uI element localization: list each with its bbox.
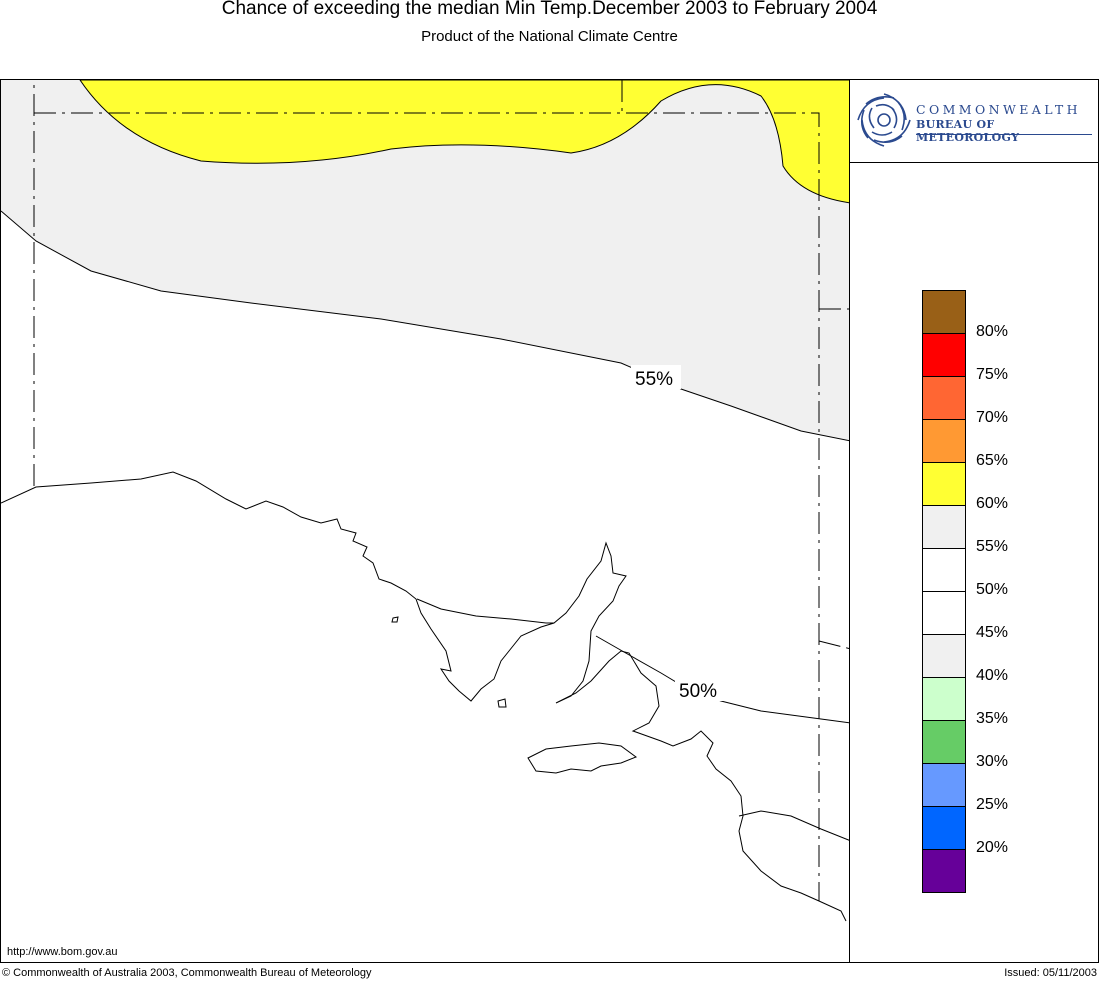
url-text: http://www.bom.gov.au [7, 946, 118, 958]
small-island [497, 698, 507, 708]
coastline-spencer [416, 598, 554, 624]
legend-swatch [922, 333, 966, 377]
legend-swatch [922, 849, 966, 893]
copyright-text: © Commonwealth of Australia 2003, Common… [2, 967, 372, 979]
legend-swatch [922, 591, 966, 635]
legend-label: 50% [976, 581, 1009, 598]
legend-label: 45% [976, 624, 1009, 641]
legend-swatch [922, 462, 966, 506]
legend-label: 60% [976, 495, 1009, 512]
legend-label: 30% [976, 753, 1009, 770]
map-svg: 55% 50% [1, 80, 849, 922]
logo-text-bureau: BUREAU OF METEOROLOGY [916, 118, 1020, 144]
legend-swatch [922, 505, 966, 549]
band-55-60 [1, 80, 849, 441]
legend-swatch [922, 290, 966, 334]
coastline [1, 471, 847, 922]
logo-rule [916, 134, 1092, 135]
bom-swirl-icon [857, 93, 911, 147]
legend-label: 80% [976, 323, 1009, 340]
logo-text-commonwealth: COMMONWEALTH [916, 102, 1081, 117]
contour-55 [1, 210, 849, 442]
legend-label: 40% [976, 667, 1009, 684]
legend-label: 65% [976, 452, 1009, 469]
chart-title: Chance of exceeding the median Min Temp.… [221, 0, 878, 19]
chart-subtitle: Product of the National Climate Centre [421, 28, 678, 45]
issued-date: Issued: 05/11/2003 [1004, 967, 1097, 979]
legend-swatch [922, 419, 966, 463]
legend-label: 25% [976, 796, 1009, 813]
side-panel: COMMONWEALTH BUREAU OF METEOROLOGY [850, 79, 1099, 963]
legend-swatch [922, 548, 966, 592]
legend-label: 35% [976, 710, 1009, 727]
legend-label: 20% [976, 839, 1009, 856]
legend-swatch [922, 376, 966, 420]
map-panel: 55% 50% [0, 79, 850, 963]
legend-colorbar [922, 290, 966, 893]
band-60-65 [79, 80, 849, 204]
legend-swatch [922, 806, 966, 850]
label-50-bg [675, 677, 725, 701]
contour-label-50: 50% [679, 681, 717, 702]
legend-label: 55% [976, 538, 1009, 555]
kangaroo-island [527, 742, 638, 774]
coastline-se [738, 810, 849, 841]
legend-swatch [922, 677, 966, 721]
bom-logo: COMMONWEALTH BUREAU OF METEOROLOGY [850, 80, 1098, 163]
legend-swatch [922, 634, 966, 678]
legend-swatch [922, 763, 966, 807]
legend-label: 75% [976, 366, 1009, 383]
label-55-bg [631, 365, 681, 389]
contour-label-55: 55% [635, 369, 673, 390]
legend-swatch [922, 720, 966, 764]
small-island [391, 616, 399, 623]
legend-label: 70% [976, 409, 1009, 426]
state-border [33, 80, 849, 901]
